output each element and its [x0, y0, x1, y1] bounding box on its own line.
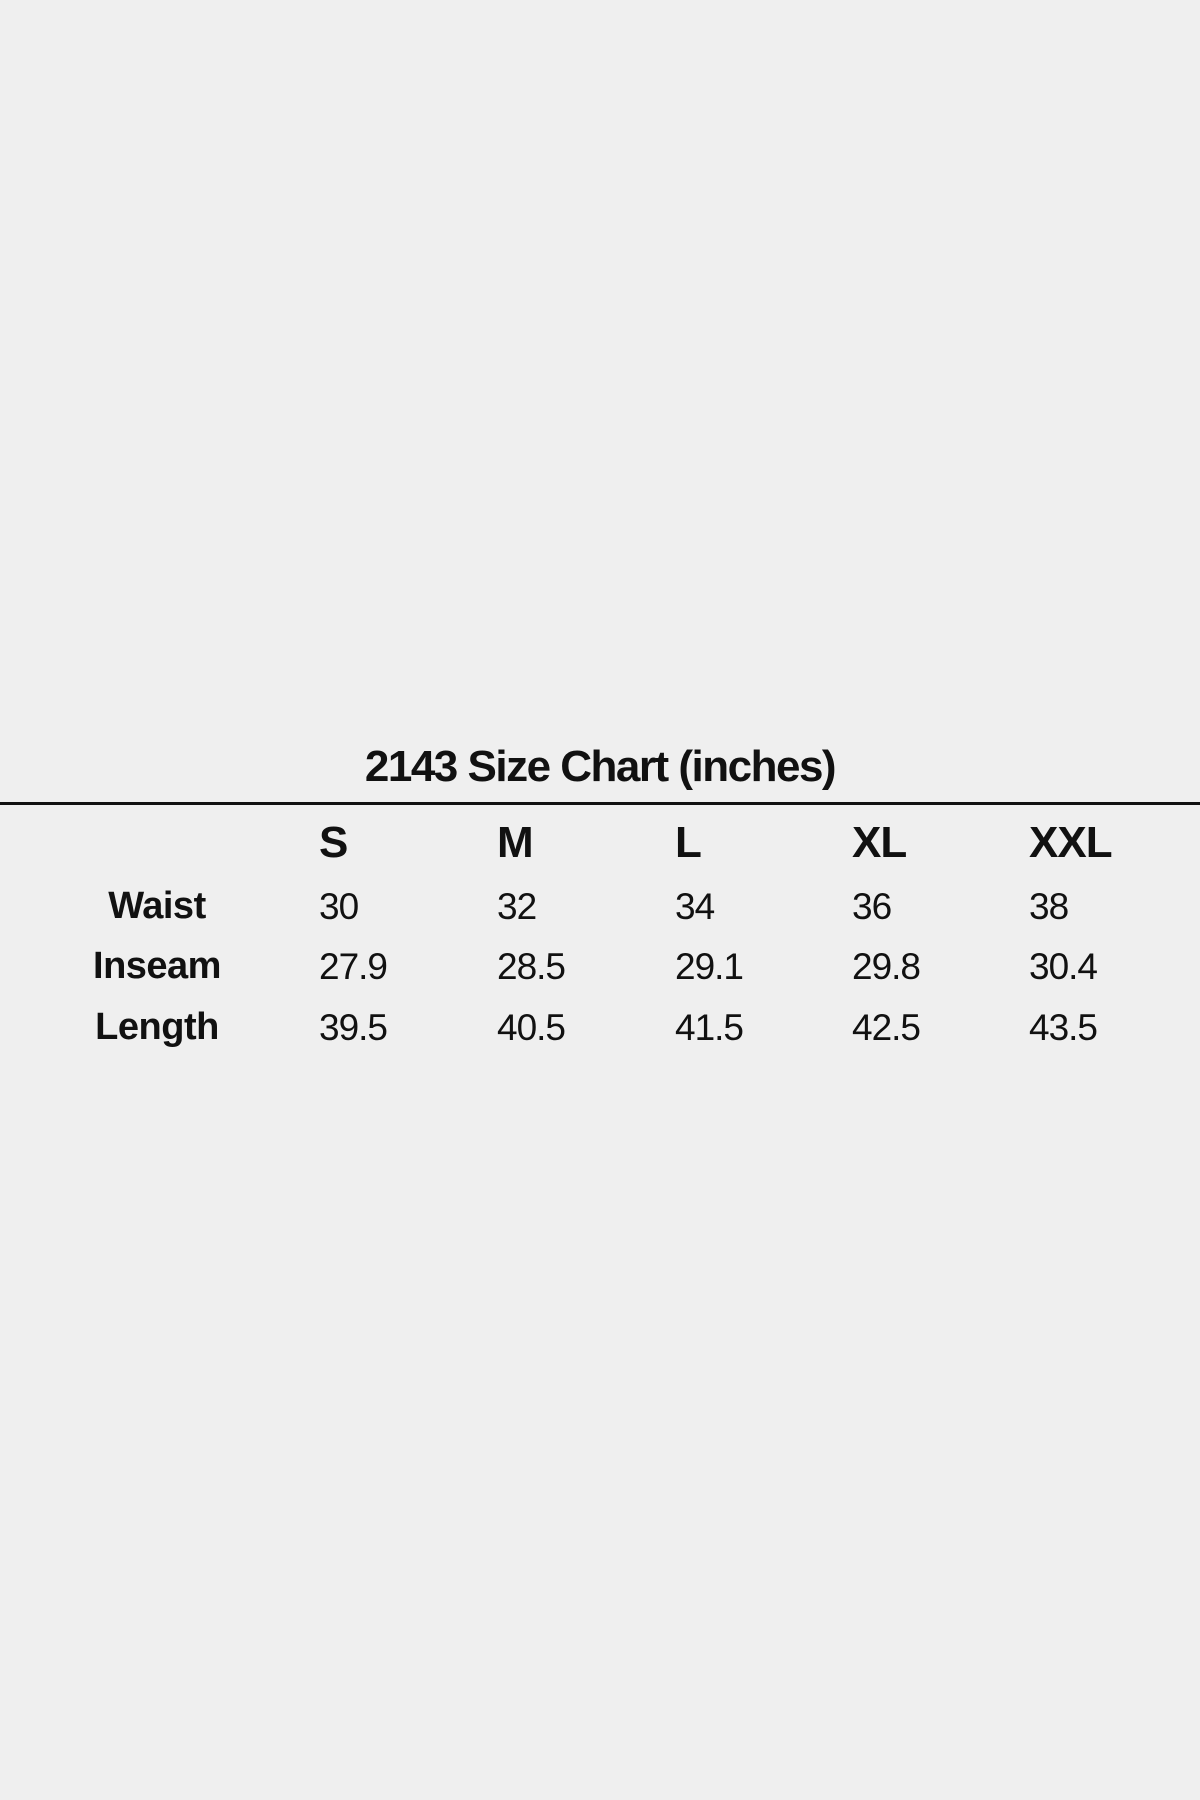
- cell-waist-xxl: 38: [1029, 886, 1069, 927]
- cell-waist-s: 30: [319, 886, 359, 927]
- cell-length-xl: 42.5: [852, 1007, 921, 1048]
- row-label-length: Length: [95, 1006, 219, 1048]
- cell-inseam-xxl: 30.4: [1029, 946, 1098, 987]
- column-header-xl: XL: [852, 818, 907, 867]
- cell-inseam-m: 28.5: [497, 946, 566, 987]
- column-header-xxl: XXL: [1029, 818, 1113, 867]
- cell-inseam-s: 27.9: [319, 946, 388, 987]
- column-header-l: L: [675, 818, 702, 867]
- cell-waist-l: 34: [675, 886, 715, 927]
- row-label-inseam: Inseam: [93, 945, 221, 987]
- size-chart-title: 2143 Size Chart (inches): [364, 742, 837, 791]
- cell-length-s: 39.5: [319, 1007, 388, 1048]
- cell-length-l: 41.5: [675, 1007, 744, 1048]
- cell-waist-m: 32: [497, 886, 537, 927]
- cell-length-xxl: 43.5: [1029, 1007, 1098, 1048]
- row-label-waist: Waist: [108, 885, 206, 927]
- column-header-s: S: [319, 818, 348, 867]
- cell-inseam-xl: 29.8: [852, 946, 921, 987]
- cell-length-m: 40.5: [497, 1007, 566, 1048]
- cell-waist-xl: 36: [852, 886, 892, 927]
- column-header-m: M: [497, 818, 534, 867]
- header-divider: [0, 802, 1200, 805]
- cell-inseam-l: 29.1: [675, 946, 744, 987]
